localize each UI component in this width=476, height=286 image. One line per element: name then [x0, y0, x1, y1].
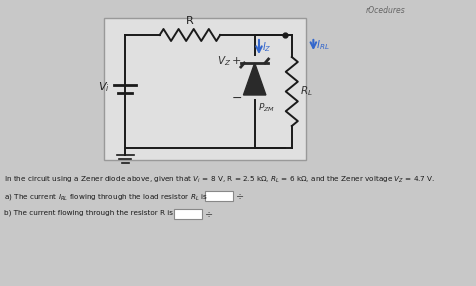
- Text: +: +: [231, 56, 241, 66]
- Text: $I_{RL}$: $I_{RL}$: [315, 38, 329, 52]
- Text: R: R: [186, 16, 193, 26]
- Text: $R_L$: $R_L$: [300, 85, 313, 98]
- Text: ÷: ÷: [235, 191, 243, 201]
- Text: In the circuit using a Zener diode above, given that $V_i$ = 8 V, R = 2.5 k$\Ome: In the circuit using a Zener diode above…: [4, 175, 435, 185]
- Text: b) The current flowing through the resistor R is: b) The current flowing through the resis…: [4, 210, 173, 217]
- FancyBboxPatch shape: [103, 18, 306, 160]
- FancyBboxPatch shape: [205, 191, 233, 201]
- Polygon shape: [243, 63, 265, 95]
- Text: $V_Z$: $V_Z$: [217, 54, 231, 68]
- Text: rOcedures: rOcedures: [365, 6, 405, 15]
- Text: $I_Z$: $I_Z$: [261, 40, 271, 54]
- Text: −: −: [231, 92, 241, 104]
- Text: a) The current $I_{RL}$ flowing through the load resistor $R_L$ is: a) The current $I_{RL}$ flowing through …: [4, 192, 208, 202]
- FancyBboxPatch shape: [174, 209, 201, 219]
- Text: ÷: ÷: [204, 209, 212, 219]
- Text: $V_i$: $V_i$: [98, 81, 109, 94]
- Text: $P_{ZM}$: $P_{ZM}$: [258, 101, 275, 114]
